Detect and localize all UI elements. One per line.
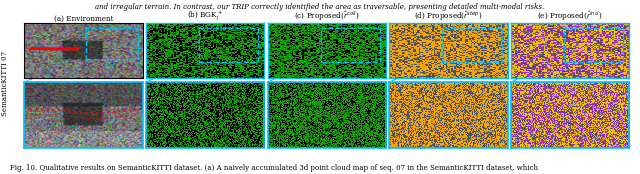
Bar (564, 28, 623, 62)
Bar (199, 28, 259, 62)
Text: and irregular terrain. In contrast, our TRIP correctly identified the area as tr: and irregular terrain. In contrast, our … (95, 3, 545, 11)
Title: (a) Environment: (a) Environment (54, 15, 113, 23)
Title: (d) Proposed($\hat{r}^{step}$): (d) Proposed($\hat{r}^{step}$) (414, 9, 483, 23)
Title: (c) Proposed($\hat{r}^{coll}$): (c) Proposed($\hat{r}^{coll}$) (294, 9, 360, 23)
Bar (321, 28, 380, 62)
Title: (e) Proposed($\hat{r}^{incl}$): (e) Proposed($\hat{r}^{incl}$) (537, 9, 603, 23)
Title: (b) BGK$_j^+$: (b) BGK$_j^+$ (187, 9, 223, 23)
Bar (442, 28, 502, 62)
Bar (86, 28, 138, 59)
Text: SemanticKITTI 07: SemanticKITTI 07 (1, 51, 10, 116)
Text: Fig. 10. Qualitative results on SemanticKITTI dataset. (a) A naively accumulated: Fig. 10. Qualitative results on Semantic… (10, 164, 538, 172)
